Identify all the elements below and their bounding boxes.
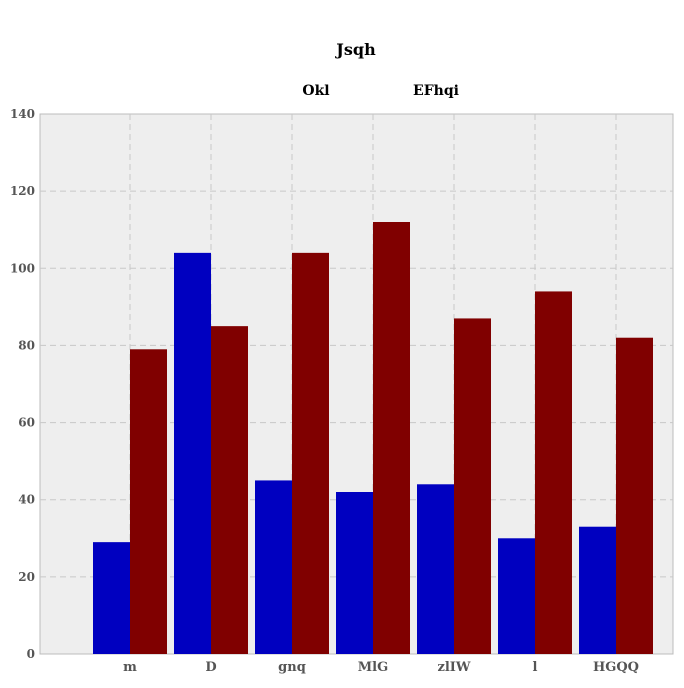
legend-entry: EFhqi xyxy=(413,83,459,99)
bar-series-1-D xyxy=(174,252,211,654)
legend: Okl EFhqi xyxy=(302,83,459,99)
y-tick-label: 20 xyxy=(18,570,35,584)
x-tick-label: zlIW xyxy=(437,660,470,675)
y-tick-label: 100 xyxy=(10,261,35,275)
y-tick-label: 40 xyxy=(18,493,35,507)
bar-series-2-HGQQ xyxy=(616,337,653,654)
y-tick-label: 0 xyxy=(27,647,35,661)
y-tick-label: 80 xyxy=(18,338,35,352)
x-tick-label: m xyxy=(123,660,137,675)
bar-series-2-MlG xyxy=(373,222,410,654)
bar-series-1-gnq xyxy=(255,480,292,654)
bar-series-1-l xyxy=(498,538,535,654)
bar-series-2-l xyxy=(535,291,572,654)
x-tick-label: HGQQ xyxy=(593,660,639,675)
y-tick-label: 140 xyxy=(10,107,35,121)
legend-entry: Okl xyxy=(302,83,329,99)
bars xyxy=(93,222,653,654)
bar-series-1-HGQQ xyxy=(579,526,616,654)
x-tick-label: MlG xyxy=(358,660,388,675)
bar-series-1-m xyxy=(93,542,130,654)
y-tick-label: 120 xyxy=(10,184,35,198)
bar-series-1-MlG xyxy=(336,492,373,654)
y-axis: 0 20 40 60 80 100 120 140 xyxy=(10,107,35,661)
x-tick-label: D xyxy=(205,660,216,675)
bar-series-2-m xyxy=(130,349,167,654)
y-tick-label: 60 xyxy=(18,416,35,430)
bar-series-1-zlIW xyxy=(417,484,454,654)
chart-title: Jsqh xyxy=(334,40,376,59)
bar-series-2-gnq xyxy=(292,252,329,654)
x-tick-label: l xyxy=(533,660,538,675)
bar-series-2-D xyxy=(211,326,248,654)
x-tick-label: gnq xyxy=(278,660,306,675)
bar-series-2-zlIW xyxy=(454,318,491,654)
